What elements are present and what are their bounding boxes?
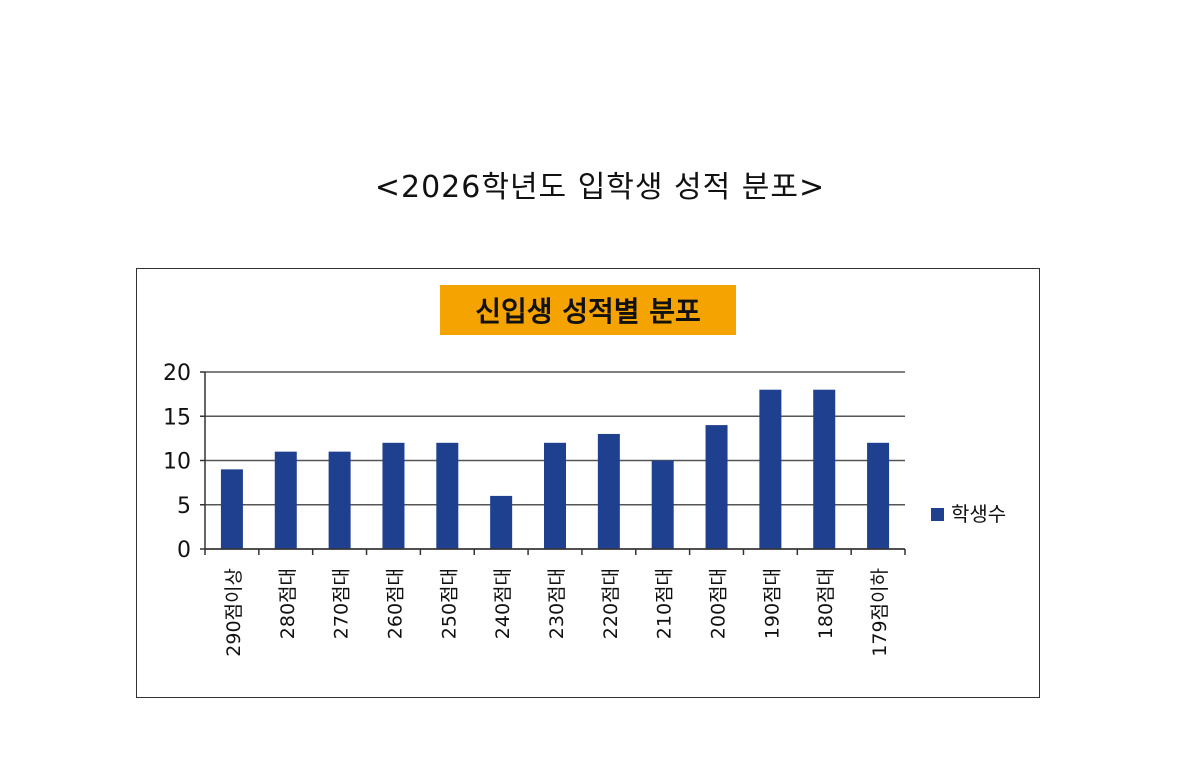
x-tick-label: 180점대 (815, 568, 837, 639)
bar (328, 451, 351, 549)
chart-title: 신입생 성적별 분포 (440, 285, 736, 335)
bar (490, 495, 513, 549)
bar (651, 460, 674, 549)
x-tick-label: 230점대 (546, 568, 568, 639)
x-tick-label: 250점대 (438, 568, 460, 639)
bar (220, 469, 243, 549)
y-tick-label: 10 (163, 450, 191, 475)
x-tick-label: 280점대 (277, 568, 299, 639)
bar (436, 442, 459, 549)
chart-frame (136, 268, 1040, 698)
bar (544, 442, 566, 549)
x-tick-label: 200점대 (708, 568, 730, 639)
y-tick-label: 15 (163, 405, 191, 430)
bar (867, 442, 890, 549)
legend-swatch (931, 508, 944, 521)
x-tick-label: 179점이하 (869, 568, 891, 657)
y-tick-label: 20 (163, 361, 191, 386)
bar (382, 442, 405, 549)
x-tick-label: 220점대 (600, 568, 622, 639)
bar (597, 433, 620, 549)
document-title: <2026학년도 입학생 성적 분포> (374, 170, 826, 205)
legend-label: 학생수 (951, 502, 1006, 526)
y-tick-label: 5 (177, 494, 191, 519)
x-tick-label: 240점대 (492, 568, 514, 639)
y-tick-label: 0 (177, 538, 191, 563)
bar (759, 389, 782, 549)
bar (813, 389, 836, 549)
x-tick-label: 270점대 (331, 568, 353, 639)
x-tick-label: 290점이상 (223, 568, 245, 657)
x-tick-label: 190점대 (761, 568, 783, 639)
bar (274, 451, 297, 549)
bar (705, 425, 728, 549)
x-tick-label: 210점대 (654, 568, 676, 639)
x-tick-label: 260점대 (384, 568, 406, 639)
